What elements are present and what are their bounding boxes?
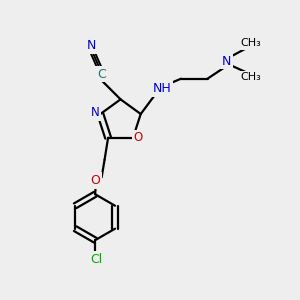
Text: O: O [90,174,100,187]
Text: NH: NH [153,82,172,95]
Text: CH₃: CH₃ [241,72,261,82]
Text: N: N [86,39,96,52]
Text: C: C [97,68,106,81]
Text: O: O [134,131,143,144]
Text: Cl: Cl [91,253,103,266]
Text: N: N [91,106,100,119]
Text: N: N [222,55,231,68]
Text: CH₃: CH₃ [241,38,261,48]
